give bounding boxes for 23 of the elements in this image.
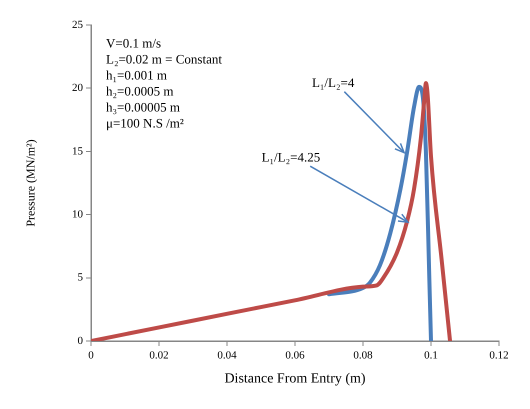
y-tick-label: 10 (72, 208, 84, 220)
x-tick-label: 0 (88, 349, 94, 362)
x-tick-label: 0.1 (424, 349, 438, 362)
x-tick-label: 0.08 (353, 349, 374, 362)
y-tick-label: 20 (72, 82, 84, 94)
annotation: L₁/L₂=4.25 (262, 150, 320, 165)
x-tick-label: 0.04 (217, 349, 238, 362)
annotation: V=0.1 m/s (106, 35, 162, 50)
x-tick-label: 0.02 (149, 349, 169, 362)
y-tick-label: 15 (72, 145, 84, 158)
annotation: h₂=0.0005 m (106, 83, 174, 98)
x-tick-label: 0.06 (285, 349, 306, 362)
y-tick-label: 25 (72, 18, 84, 31)
annotation: L₂=0.02 m = Constant (106, 51, 222, 66)
annotation: μ=100 N.S /m² (106, 115, 184, 130)
annotation: h₃=0.00005 m (106, 99, 180, 114)
annotation: L₁/L₂=4 (312, 75, 355, 90)
y-tick-label: 5 (78, 272, 84, 284)
y-tick-label: 0 (78, 334, 84, 347)
y-axis-title: Pressure (MN/m²) (23, 139, 38, 227)
x-axis-title: Distance From Entry (m) (224, 371, 366, 386)
x-tick-label: 0.12 (489, 349, 509, 362)
annotation: h₁=0.001 m (106, 67, 167, 82)
